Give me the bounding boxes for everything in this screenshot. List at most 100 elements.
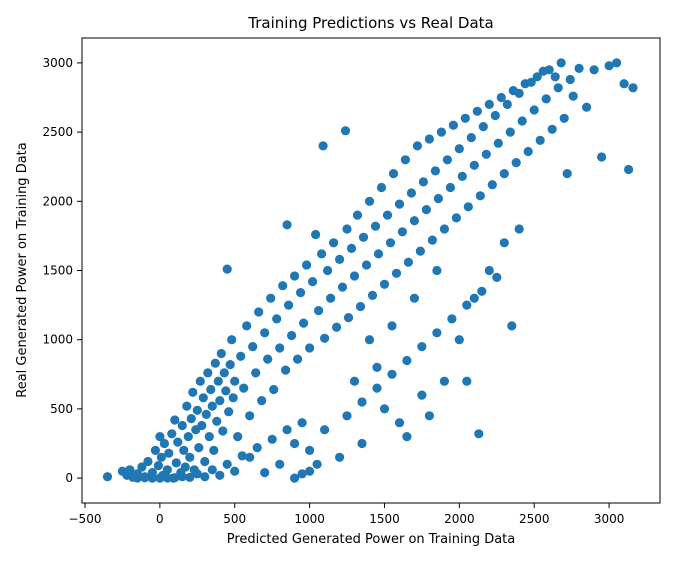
data-point [137, 462, 147, 472]
data-point [376, 182, 387, 193]
data-point [252, 443, 262, 453]
data-point [170, 415, 180, 425]
data-point [195, 376, 205, 386]
y-axis-label: Real Generated Power on Training Data [15, 142, 30, 398]
data-point [400, 155, 410, 165]
data-point [544, 65, 554, 75]
data-point [228, 393, 238, 403]
data-point [574, 63, 584, 73]
data-point [346, 243, 357, 253]
x-axis-ticks: −500 0 500 1000 1500 2000 2500 3000 [69, 503, 624, 526]
data-point [222, 264, 232, 274]
data-point [221, 386, 231, 396]
data-point [183, 432, 193, 442]
data-point [514, 224, 524, 234]
data-point [556, 58, 566, 68]
x-tick-label: 2500 [519, 512, 550, 526]
data-point [155, 432, 165, 442]
data-point [547, 124, 557, 134]
data-point [227, 335, 237, 345]
data-point [275, 459, 285, 469]
data-point [624, 164, 634, 175]
data-point [233, 432, 243, 442]
data-point [397, 227, 407, 237]
data-point [287, 330, 297, 341]
data-point [499, 169, 509, 179]
y-tick-label: 1500 [42, 264, 73, 278]
data-point [132, 473, 142, 483]
data-point [209, 445, 219, 455]
data-point [442, 155, 452, 165]
data-point [364, 196, 375, 206]
data-point [460, 113, 470, 123]
data-point [147, 473, 157, 483]
data-point [417, 342, 427, 352]
data-point [215, 470, 225, 480]
data-point [418, 177, 428, 187]
data-point [499, 238, 509, 248]
data-point [628, 83, 638, 93]
data-point [171, 458, 181, 468]
data-point [194, 443, 204, 453]
y-tick-label: 2500 [42, 125, 73, 139]
data-point [180, 462, 190, 472]
data-point [432, 265, 442, 276]
data-point [409, 216, 419, 226]
data-point [335, 254, 345, 264]
y-tick-label: 3000 [42, 56, 73, 70]
data-point [562, 169, 572, 179]
data-point [320, 425, 330, 435]
data-point [433, 193, 443, 204]
x-tick-label: 0 [156, 512, 164, 526]
data-point [568, 91, 578, 101]
data-point [532, 72, 542, 82]
data-point [317, 249, 327, 259]
data-point [140, 473, 150, 483]
data-point [311, 229, 321, 240]
x-tick-label: 1500 [369, 512, 400, 526]
data-point [357, 438, 367, 449]
data-point [517, 116, 527, 126]
data-point [203, 368, 213, 378]
data-point [496, 92, 506, 103]
data-point [282, 425, 292, 435]
data-point [207, 465, 217, 475]
data-point [481, 149, 491, 159]
data-point [451, 213, 461, 223]
data-point [150, 445, 160, 455]
y-axis-ticks: 0 500 1000 1500 2000 2500 3000 [42, 56, 82, 485]
data-point [213, 376, 223, 386]
data-point [329, 238, 339, 248]
data-point [201, 409, 211, 419]
data-point [490, 110, 500, 121]
data-point [514, 88, 524, 98]
data-point [153, 461, 163, 471]
data-point [267, 434, 277, 444]
data-point [192, 469, 202, 479]
x-tick-label: 500 [223, 512, 246, 526]
data-point [526, 77, 536, 87]
data-point [210, 358, 220, 368]
data-point [394, 199, 405, 209]
data-point [511, 158, 521, 168]
data-point [402, 432, 412, 442]
data-point [179, 445, 189, 455]
data-point [312, 459, 322, 469]
data-point [222, 459, 232, 469]
y-tick-label: 2000 [42, 194, 73, 208]
data-point [215, 396, 225, 406]
data-point [612, 58, 622, 68]
data-point [484, 99, 494, 109]
data-point [484, 265, 494, 276]
data-point [349, 376, 360, 386]
data-point [200, 456, 210, 467]
data-point [466, 133, 476, 143]
data-point [143, 456, 153, 467]
data-point [185, 452, 195, 462]
data-point [361, 260, 372, 270]
data-point [212, 416, 222, 426]
data-point [409, 293, 419, 303]
data-point [478, 122, 488, 132]
data-point [445, 182, 455, 193]
data-point [318, 141, 328, 151]
